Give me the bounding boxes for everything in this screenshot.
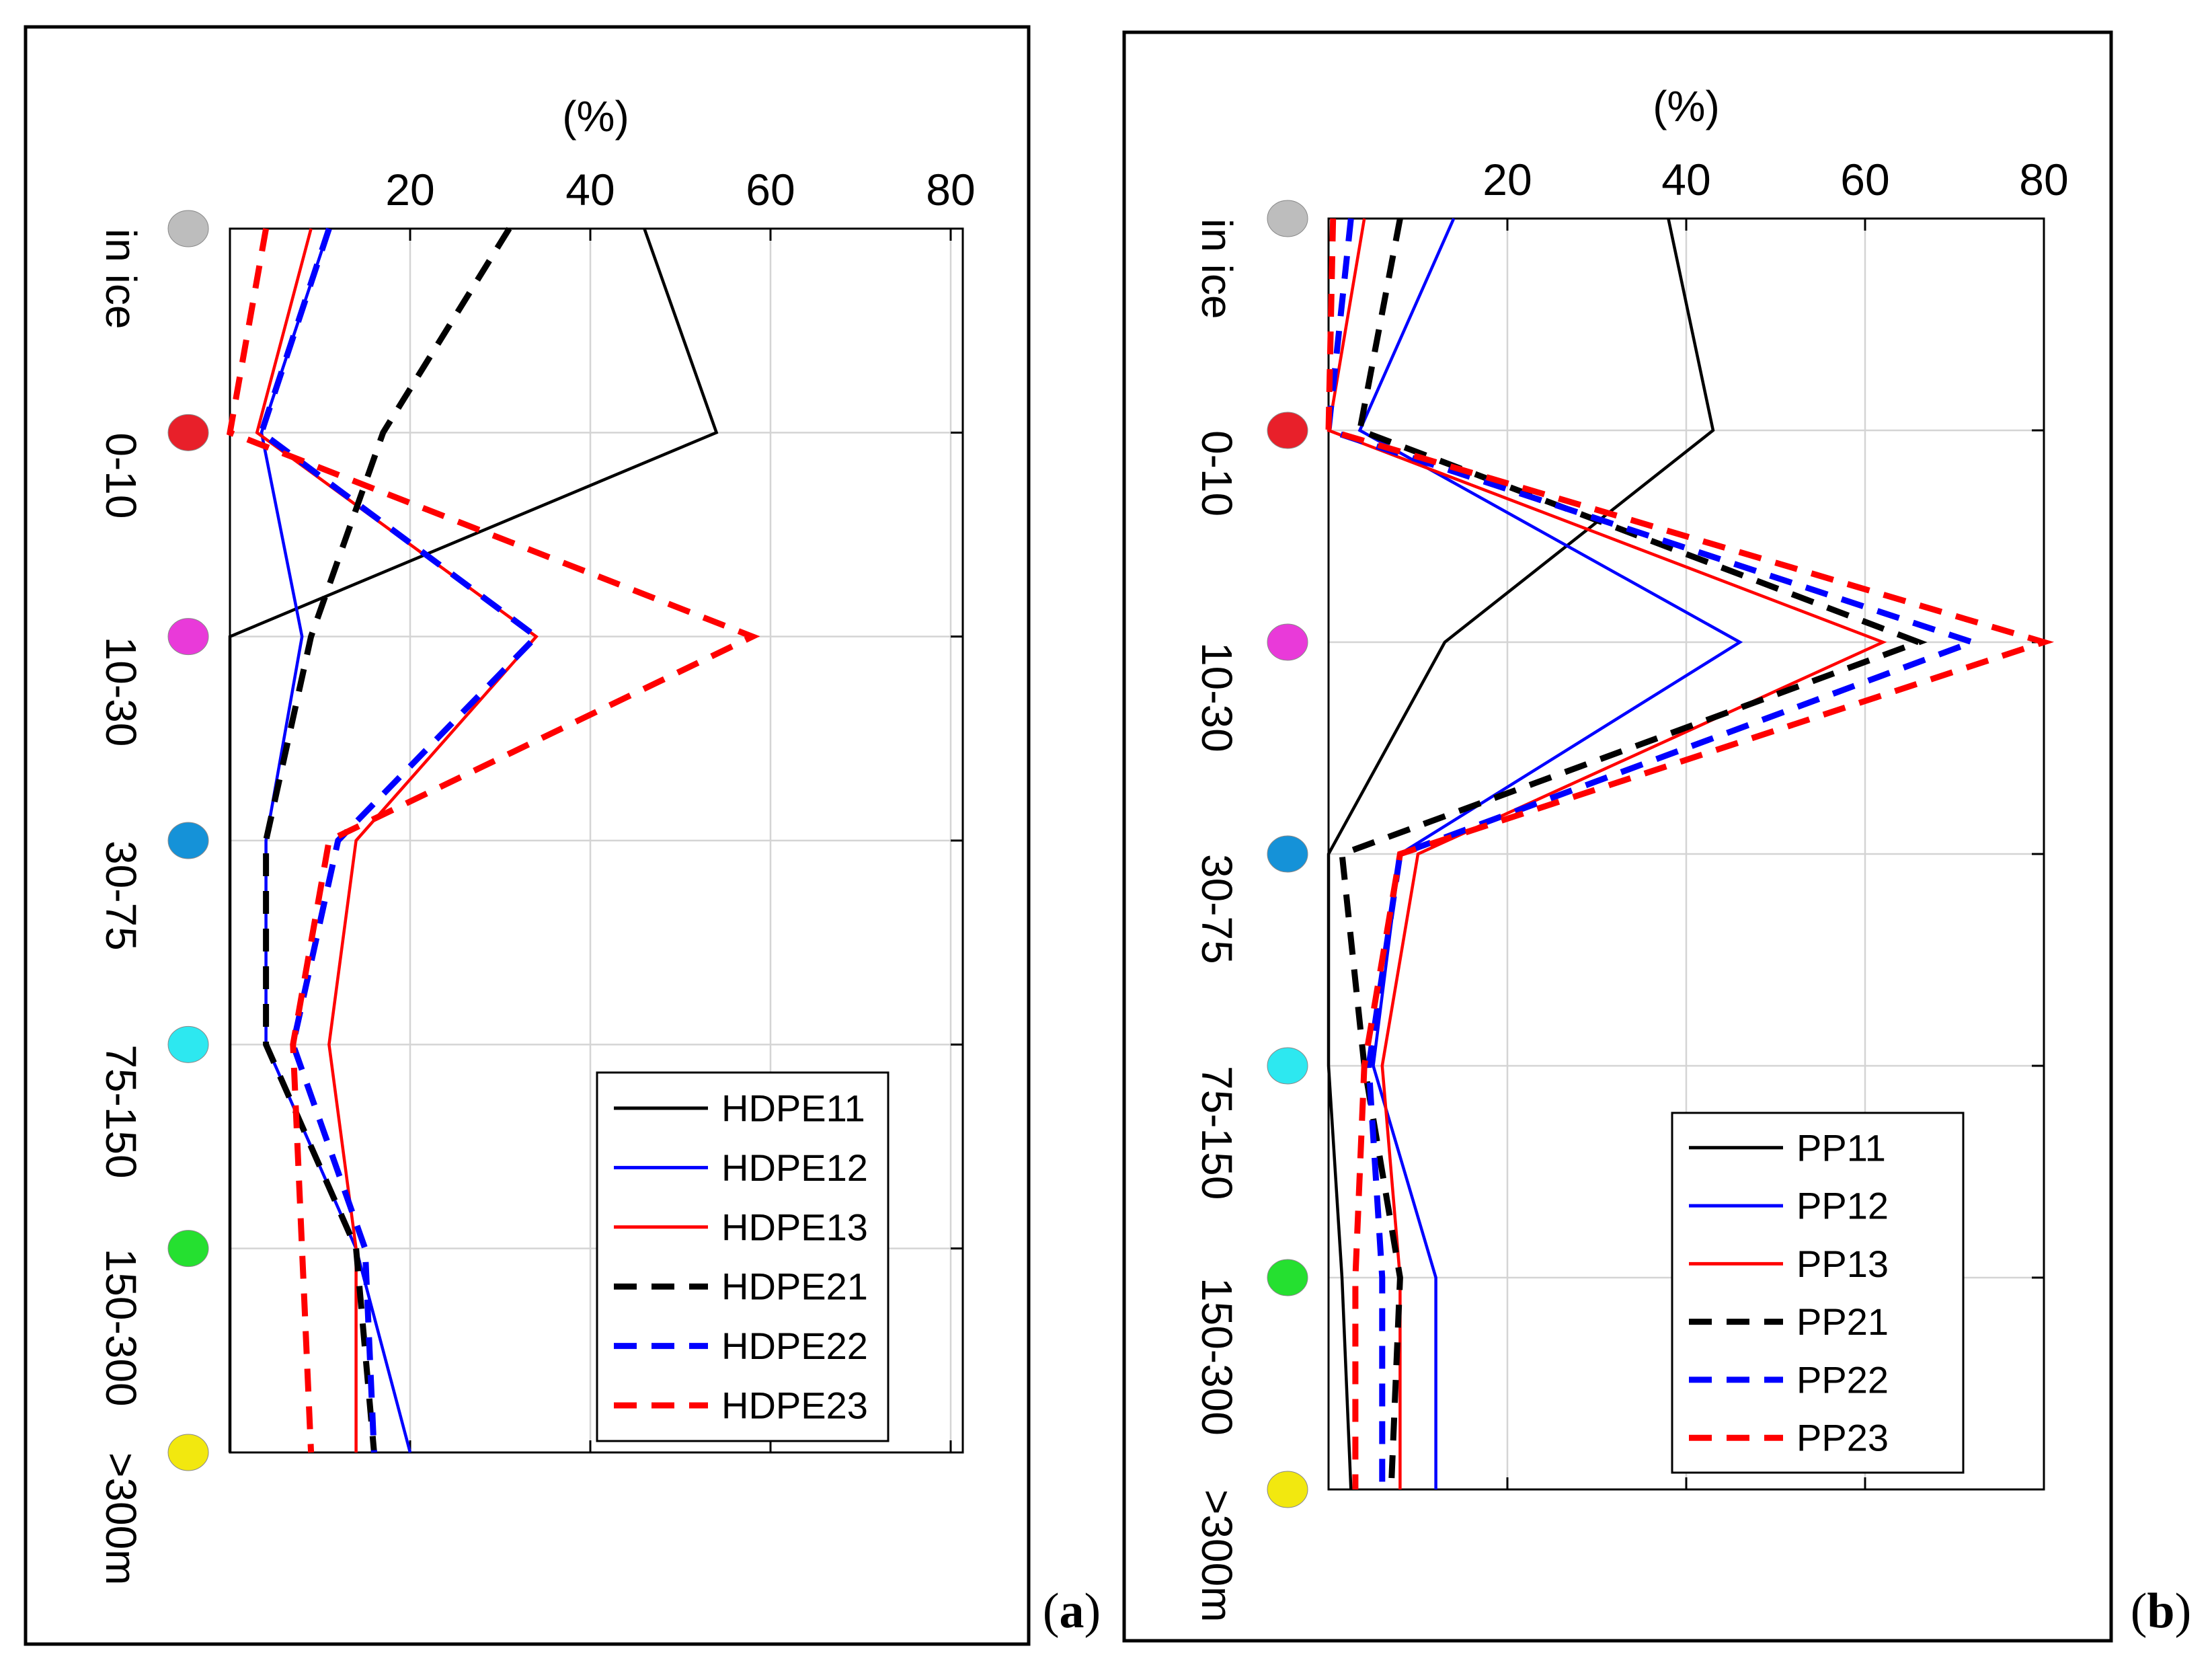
legend-label: HDPE13: [721, 1206, 868, 1248]
x-tick-label: 40: [1661, 155, 1710, 204]
depth-category-label: 0-10: [97, 432, 145, 518]
legend-label: PP21: [1796, 1300, 1889, 1343]
x-tick-label: 80: [926, 165, 975, 215]
legend-label: HDPE11: [721, 1087, 865, 1130]
depth-class-dot: [167, 822, 209, 859]
series-line-hdpe23: [226, 228, 760, 1453]
panel-frame: [24, 25, 1031, 1646]
legend-label: HDPE21: [721, 1266, 868, 1308]
panel-label: (a): [1043, 1584, 1101, 1639]
legend-label: PP22: [1796, 1358, 1889, 1401]
depth-category-label: 75-150: [1193, 1066, 1241, 1200]
x-axis-label: (%): [1653, 82, 1720, 130]
depth-category-label: 10-30: [97, 637, 145, 747]
legend-label: PP23: [1796, 1417, 1889, 1459]
depth-category-label: in ice: [97, 229, 145, 329]
x-tick-label: 80: [2019, 155, 2068, 204]
depth-category-label: 75-150: [97, 1044, 145, 1178]
x-tick-label: 40: [565, 165, 615, 215]
depth-category-label: 0-10: [1193, 430, 1241, 516]
depth-class-dot: [1267, 623, 1308, 661]
panel-letter: b: [2147, 1584, 2174, 1639]
series-line-hdpe22: [258, 227, 541, 1453]
legend-label: PP11: [1796, 1126, 1886, 1169]
depth-class-dot: [1267, 200, 1308, 237]
legend-label: PP12: [1796, 1185, 1889, 1227]
legend-label: HDPE22: [721, 1325, 868, 1367]
depth-class-dot: [1267, 412, 1308, 449]
depth-class-dot: [1267, 1047, 1308, 1085]
legend: HDPE11 HDPE12 HDPE13 HDPE21 HDPE22 HDPE23: [596, 1071, 890, 1442]
depth-class-dot: [167, 1025, 209, 1063]
x-tick-label: 20: [1483, 155, 1532, 204]
depth-category-label: in ice: [1193, 219, 1241, 319]
depth-class-dot: [167, 210, 209, 247]
x-axis-label: (%): [562, 92, 629, 141]
panel-frame: [1122, 30, 2113, 1643]
depth-category-label: >300m: [1193, 1489, 1241, 1622]
depth-class-dot: [167, 1434, 209, 1471]
series-line-hdpe21: [263, 227, 512, 1453]
depth-class-dot: [1267, 1259, 1308, 1296]
depth-category-label: 10-30: [1193, 642, 1241, 752]
depth-class-dot: [167, 618, 209, 656]
panel-label: (b): [2131, 1584, 2191, 1639]
x-tick-label: 60: [746, 165, 795, 215]
depth-class-dot: [1267, 1471, 1308, 1508]
depth-class-dot: [167, 1230, 209, 1268]
panel-letter: a: [1060, 1584, 1084, 1639]
x-tick-label: 60: [1840, 155, 1889, 204]
depth-category-label: >300m: [97, 1452, 145, 1585]
depth-category-label: 30-75: [1193, 854, 1241, 964]
legend-label: HDPE23: [721, 1384, 868, 1426]
legend-box: [596, 1071, 890, 1442]
depth-category-label: 150-300: [1193, 1278, 1241, 1436]
legend: PP11 PP12 PP13 PP21 PP22 PP23: [1671, 1112, 1965, 1474]
series-line-pp11: [1327, 218, 1715, 1490]
panel-a: 20 40 60 80 (%) in ice 0-10 10-30 30-75 75-150 150…: [24, 25, 1101, 1646]
series-line-pp21: [1339, 218, 1928, 1490]
depth-class-dot: [167, 414, 209, 451]
legend-label: HDPE12: [721, 1147, 868, 1189]
legend-label: PP13: [1796, 1243, 1889, 1285]
panel-b: 20 40 60 80 (%) in ice 0-10 10-30 30-75 75-150 150…: [1122, 30, 2191, 1643]
series-line-hdpe11: [228, 228, 719, 1452]
x-tick-label: 20: [385, 165, 434, 215]
series-line-hdpe13: [255, 228, 539, 1452]
series-line-pp23: [1325, 218, 2055, 1489]
legend-box: [1671, 1112, 1965, 1474]
series-line-pp22: [1325, 218, 1982, 1489]
depth-category-label: 30-75: [97, 841, 145, 951]
depth-class-dot: [1267, 835, 1308, 873]
depth-category-label: 150-300: [97, 1249, 145, 1407]
